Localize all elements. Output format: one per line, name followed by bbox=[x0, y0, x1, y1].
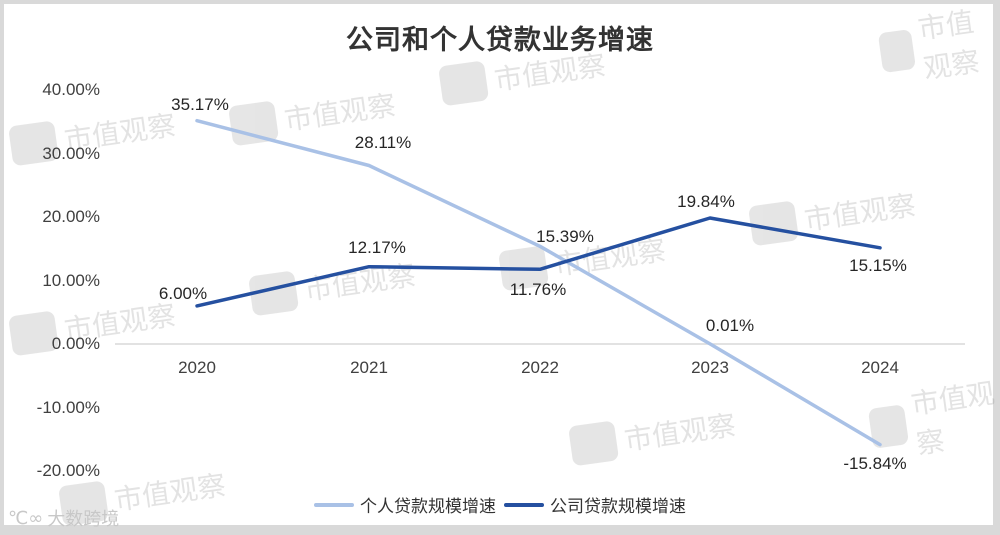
legend-item-corporate[interactable]: 公司贷款规模增速 bbox=[504, 492, 686, 517]
y-tick-label: -20.00% bbox=[36, 461, 100, 480]
chart-frame bbox=[4, 4, 993, 525]
y-tick-label: -10.00% bbox=[36, 398, 100, 417]
data-label-corporate: 12.17% bbox=[348, 238, 406, 257]
chart-title: 公司和个人贷款业务增速 bbox=[346, 25, 654, 56]
y-tick-label: 10.00% bbox=[42, 271, 100, 290]
data-label-personal: 15.39% bbox=[536, 227, 594, 246]
chart-legend: 个人贷款规模增速 公司贷款规模增速 bbox=[0, 492, 1000, 517]
personal-loan-growth-line bbox=[195, 118, 882, 447]
x-tick-label: 2023 bbox=[691, 358, 729, 377]
data-label-personal: 28.11% bbox=[354, 133, 412, 152]
y-tick-label: 0.00% bbox=[51, 334, 100, 353]
legend-label-corporate: 公司贷款规模增速 bbox=[550, 497, 686, 517]
data-label-personal: 35.17% bbox=[171, 95, 229, 114]
legend-swatch-personal bbox=[314, 502, 354, 507]
x-tick-label: 2024 bbox=[861, 358, 899, 377]
y-tick-label: 40.00% bbox=[42, 80, 100, 99]
data-label-corporate: 15.15% bbox=[849, 256, 907, 275]
legend-label-personal: 个人贷款规模增速 bbox=[360, 497, 496, 517]
x-tick-label: 2020 bbox=[178, 358, 216, 377]
brand-logo: ℃∞ 大数跨境 bbox=[8, 505, 119, 531]
data-label-corporate: 11.76% bbox=[509, 280, 567, 299]
y-tick-label: 20.00% bbox=[42, 207, 100, 226]
data-label-corporate: 19.84% bbox=[677, 192, 735, 211]
x-tick-label: 2021 bbox=[350, 358, 388, 377]
corporate-loan-growth-line bbox=[195, 216, 882, 308]
brand-logo-text: 大数跨境 bbox=[47, 509, 120, 530]
legend-item-personal[interactable]: 个人贷款规模增速 bbox=[314, 492, 496, 517]
brand-logo-icon: ℃∞ bbox=[8, 507, 44, 529]
data-label-personal: -15.84% bbox=[843, 454, 907, 473]
x-tick-label: 2022 bbox=[521, 358, 559, 377]
data-label-personal: 0.01% bbox=[705, 316, 755, 335]
legend-swatch-corporate bbox=[504, 502, 544, 507]
data-label-corporate: 6.00% bbox=[158, 284, 208, 303]
y-tick-label: 30.00% bbox=[42, 144, 100, 163]
